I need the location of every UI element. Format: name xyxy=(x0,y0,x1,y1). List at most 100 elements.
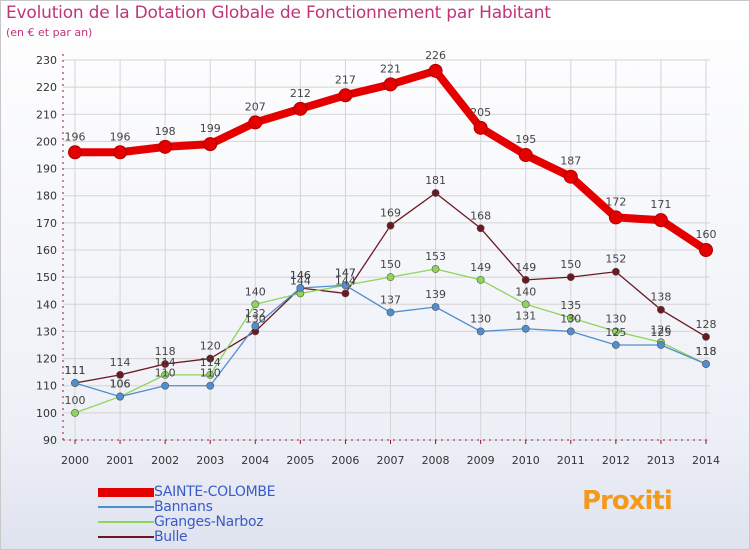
x-tick-label: 2008 xyxy=(422,454,450,467)
data-point xyxy=(476,224,485,233)
data-label: 138 xyxy=(650,291,671,304)
data-label: 168 xyxy=(470,209,491,222)
data-point xyxy=(113,145,128,160)
data-label: 196 xyxy=(110,130,131,143)
x-tick-label: 2014 xyxy=(692,454,720,467)
data-point xyxy=(71,379,79,387)
axes: 90 100 110 120 130 140 150 160 170 180 190 200 210 22… xyxy=(36,54,720,467)
data-label: 125 xyxy=(650,326,671,339)
data-label: 106 xyxy=(110,378,131,391)
data-point xyxy=(566,327,575,336)
y-tick-label: 110 xyxy=(36,380,57,393)
x-tick-label: 2011 xyxy=(557,454,585,467)
data-point xyxy=(566,273,575,282)
legend-label: Bannans xyxy=(154,499,213,515)
data-point xyxy=(203,137,218,152)
data-label: 130 xyxy=(470,312,491,325)
data-label: 125 xyxy=(605,326,626,339)
data-label: 120 xyxy=(200,340,221,353)
data-label: 118 xyxy=(696,345,717,358)
data-point xyxy=(702,360,710,368)
data-label: 130 xyxy=(560,312,581,325)
data-label: 110 xyxy=(200,367,221,380)
data-point xyxy=(611,327,620,336)
data-point xyxy=(206,381,215,390)
y-tick-label: 230 xyxy=(36,54,57,67)
data-label: 196 xyxy=(65,130,86,143)
x-tick-label: 2007 xyxy=(377,454,405,467)
y-tick-label: 210 xyxy=(36,108,57,121)
data-label: 217 xyxy=(335,73,356,86)
data-label: 131 xyxy=(515,310,536,323)
data-point xyxy=(116,392,124,401)
data-label: 187 xyxy=(560,155,581,168)
data-point xyxy=(521,300,530,309)
data-label: 144 xyxy=(335,274,356,287)
data-point xyxy=(657,305,665,314)
data-label: 153 xyxy=(425,250,446,263)
y-tick-label: 120 xyxy=(36,353,57,366)
data-point xyxy=(611,341,620,349)
data-point xyxy=(476,327,485,336)
data-label: 226 xyxy=(425,49,446,62)
data-point xyxy=(296,284,305,292)
data-label: 118 xyxy=(155,345,176,358)
data-point xyxy=(563,169,578,184)
data-point xyxy=(657,341,665,349)
data-label: 147 xyxy=(335,266,356,279)
data-label: 152 xyxy=(605,253,626,266)
chart-subtitle: (en € et par an) xyxy=(6,26,93,39)
legend-swatch xyxy=(98,521,154,523)
data-label: 132 xyxy=(245,307,266,320)
data-point xyxy=(521,275,530,284)
legend-swatch xyxy=(98,506,154,508)
data-point xyxy=(702,332,710,341)
data-point xyxy=(653,213,668,228)
legend-label: SAINTE-COLOMBE xyxy=(154,484,276,500)
data-point xyxy=(386,221,395,230)
data-point xyxy=(161,381,170,390)
data-point xyxy=(251,300,260,309)
data-label: 181 xyxy=(425,174,446,187)
data-label: 114 xyxy=(110,356,131,369)
data-label: 144 xyxy=(290,274,311,287)
data-label: 171 xyxy=(650,198,671,211)
data-label: 126 xyxy=(650,323,671,336)
data-label: 149 xyxy=(515,261,536,274)
x-tick-label: 2001 xyxy=(106,454,134,467)
proxiti-logo: Proxiti xyxy=(582,486,673,516)
legend-swatch xyxy=(98,536,154,538)
data-point xyxy=(68,145,82,160)
data-point xyxy=(158,139,173,154)
data-point xyxy=(518,148,533,162)
data-label: 111 xyxy=(65,364,86,377)
data-point xyxy=(161,360,170,368)
data-label: 198 xyxy=(155,125,176,138)
data-point xyxy=(473,120,488,135)
legend-swatch xyxy=(98,487,154,497)
y-tick-label: 140 xyxy=(36,298,57,311)
data-point xyxy=(566,313,575,322)
data-point xyxy=(386,308,395,317)
data-point xyxy=(338,88,353,103)
y-tick-label: 150 xyxy=(36,271,57,284)
x-tick-label: 2005 xyxy=(286,454,314,467)
data-point xyxy=(611,267,620,276)
data-point xyxy=(341,281,350,290)
data-point xyxy=(699,243,713,257)
data-label: 160 xyxy=(696,228,717,241)
data-label: 147 xyxy=(335,266,356,279)
x-tick-label: 2004 xyxy=(241,454,269,467)
x-tick-label: 2010 xyxy=(512,454,540,467)
data-label: 169 xyxy=(380,207,401,220)
data-point xyxy=(431,303,440,311)
y-tick-label: 200 xyxy=(36,135,57,148)
data-point xyxy=(206,354,215,363)
data-point xyxy=(428,63,443,78)
data-label: 137 xyxy=(380,293,401,306)
data-label: 149 xyxy=(470,261,491,274)
y-tick-label: 100 xyxy=(36,407,57,420)
data-point xyxy=(251,322,260,330)
